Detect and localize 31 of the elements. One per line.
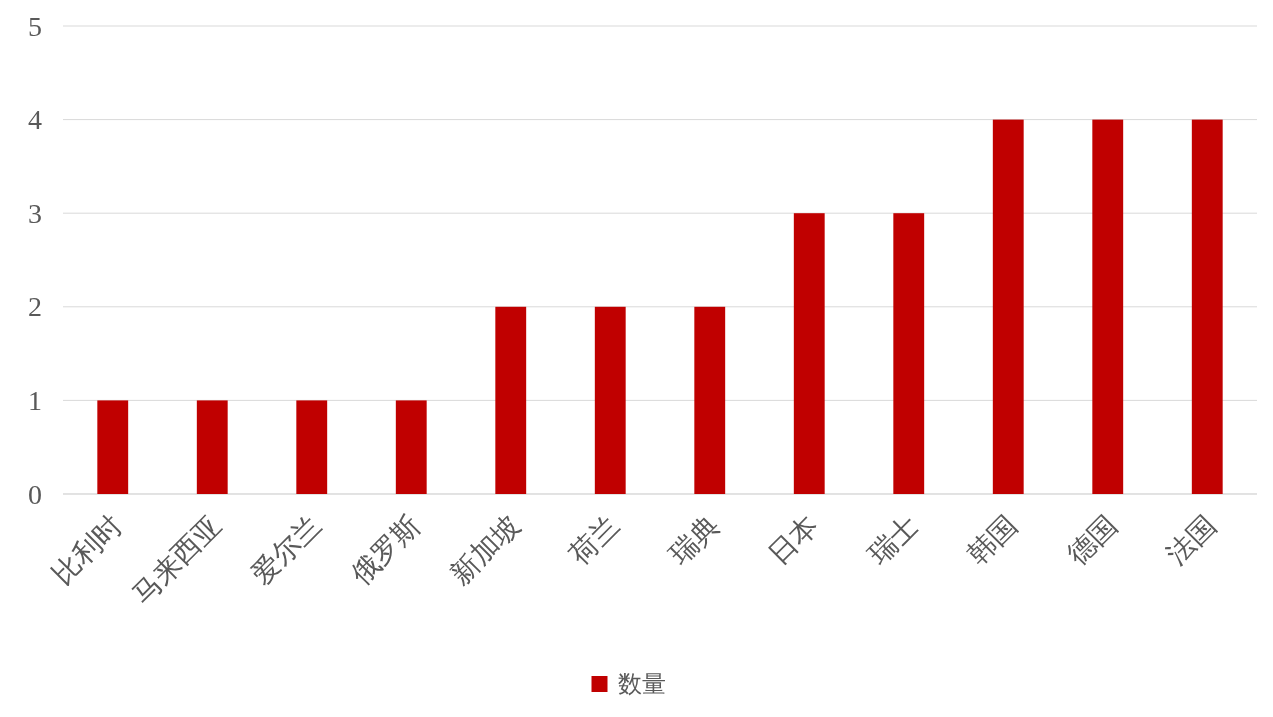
- x-tick-label: 瑞士: [862, 509, 924, 571]
- bar: [97, 400, 129, 494]
- y-tick-label: 4: [28, 104, 42, 136]
- bar: [395, 400, 427, 494]
- bar: [1092, 119, 1124, 494]
- bar: [196, 400, 228, 494]
- x-tick-label: 韩国: [961, 509, 1024, 571]
- y-tick-label: 2: [28, 291, 42, 323]
- x-tick-label: 荷兰: [563, 509, 626, 571]
- x-tick-label: 俄罗斯: [344, 509, 427, 591]
- y-tick-label: 3: [28, 197, 42, 229]
- bar: [495, 306, 527, 494]
- y-tick-label: 0: [28, 478, 42, 510]
- x-tick-label: 瑞典: [663, 509, 725, 571]
- bar: [694, 306, 726, 494]
- bar: [594, 306, 626, 494]
- y-tick-label: 1: [28, 384, 42, 416]
- bar: [296, 400, 328, 494]
- x-tick-label: 德国: [1061, 509, 1123, 571]
- y-tick-label: 5: [28, 10, 42, 42]
- x-tick-label: 日本: [762, 509, 825, 571]
- x-tick-label: 爱尔兰: [245, 509, 327, 591]
- bar: [893, 213, 925, 494]
- bar: [793, 213, 825, 494]
- bar: [1191, 119, 1223, 494]
- x-tick-label: 法国: [1160, 509, 1223, 571]
- x-tick-label: 新加坡: [444, 509, 526, 591]
- legend-label: 数量: [617, 671, 666, 697]
- x-tick-label: 比利时: [46, 509, 128, 591]
- x-tick-label: 马来西亚: [126, 509, 228, 611]
- bar: [992, 119, 1024, 494]
